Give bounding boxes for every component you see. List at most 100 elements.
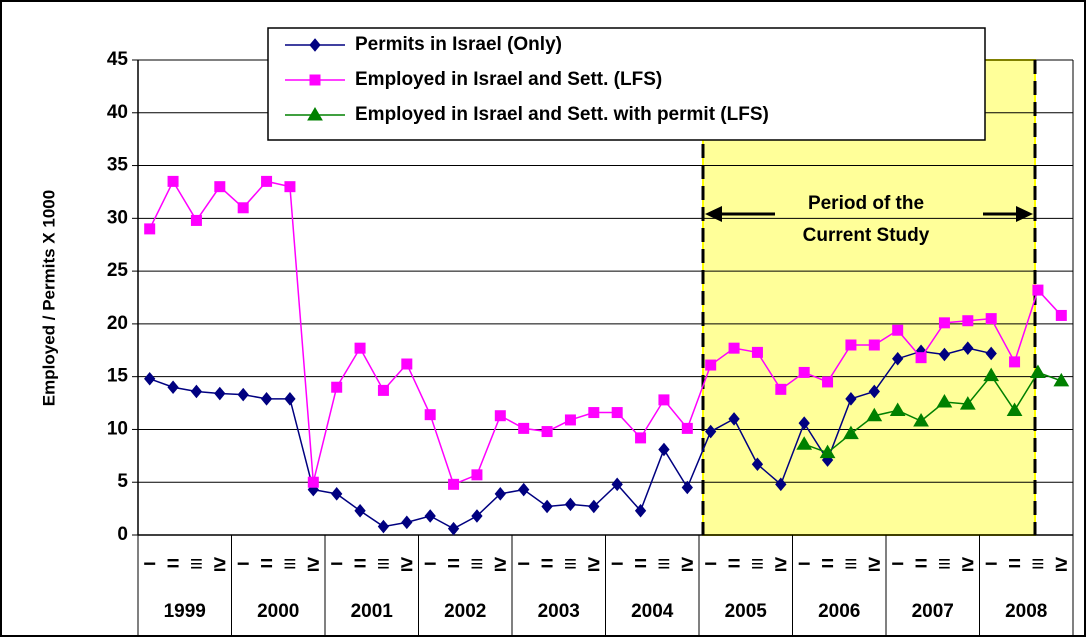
year-label: 1999 — [164, 601, 206, 622]
x-tick-label: − — [611, 551, 624, 576]
marker — [866, 407, 883, 422]
marker — [985, 346, 997, 361]
marker — [681, 480, 693, 495]
marker — [843, 425, 859, 440]
x-tick-label: ≥ — [775, 551, 787, 576]
annotation: Period of the — [808, 193, 924, 214]
x-tick-label: = — [1008, 551, 1021, 576]
marker — [354, 342, 366, 354]
x-tick-label: ≡ — [845, 551, 858, 576]
marker — [307, 476, 319, 488]
marker — [424, 509, 436, 523]
marker — [681, 422, 693, 434]
arrow-head — [1016, 206, 1033, 222]
marker — [983, 367, 1000, 382]
marker — [868, 384, 880, 399]
marker — [167, 175, 179, 187]
y-tick-label: 25 — [107, 260, 129, 281]
marker — [377, 519, 390, 534]
marker — [237, 387, 249, 402]
marker — [938, 317, 950, 329]
marker — [819, 444, 836, 459]
marker — [1009, 356, 1021, 368]
x-tick-label: = — [354, 551, 367, 576]
marker — [611, 477, 623, 492]
y-tick-label: 10 — [107, 418, 128, 439]
marker — [564, 497, 577, 512]
year-label: 2000 — [257, 601, 299, 622]
marker — [448, 478, 460, 490]
x-tick-label: ≥ — [588, 551, 600, 576]
annotation: Current Study — [803, 225, 930, 246]
x-tick-label: = — [728, 551, 741, 576]
year-label: 2002 — [444, 601, 486, 622]
marker — [868, 339, 880, 351]
marker — [728, 342, 740, 354]
y-tick-label: 5 — [117, 471, 128, 492]
marker — [798, 416, 810, 430]
marker — [959, 396, 976, 410]
marker — [354, 503, 366, 518]
y-tick-label: 35 — [107, 155, 129, 176]
marker — [377, 384, 389, 396]
marker — [1032, 284, 1044, 296]
marker — [190, 384, 203, 399]
marker — [985, 313, 997, 325]
marker — [798, 366, 810, 378]
marker — [1006, 402, 1023, 416]
marker — [564, 414, 576, 426]
marker — [962, 341, 974, 355]
year-label: 2006 — [818, 601, 860, 622]
marker — [751, 346, 763, 358]
plot — [144, 175, 1070, 536]
x-tick-label: − — [517, 551, 530, 576]
y-tick-label: 20 — [107, 313, 128, 334]
legend — [267, 27, 986, 141]
marker — [845, 392, 857, 406]
marker — [214, 181, 226, 193]
marker — [936, 394, 953, 408]
x-tick-label: − — [143, 551, 156, 576]
x-tick-label: ≥ — [494, 551, 506, 576]
marker — [541, 426, 553, 438]
marker — [728, 412, 740, 426]
x-tick-label: ≥ — [307, 551, 319, 576]
year-label: 2001 — [351, 601, 394, 622]
year-label: 2003 — [538, 601, 580, 622]
marker — [167, 380, 179, 395]
x-tick-label: ≥ — [214, 551, 226, 576]
x-tick-label: ≥ — [962, 551, 974, 576]
marker — [471, 509, 483, 523]
grid — [132, 59, 1074, 636]
marker — [494, 487, 506, 501]
marker — [1030, 364, 1046, 378]
x-tick-label: = — [167, 551, 180, 576]
marker — [190, 214, 202, 226]
marker — [775, 383, 787, 395]
x-tick-label: = — [915, 551, 928, 576]
x-tick-label: ≥ — [401, 551, 413, 576]
x-tick-label: = — [260, 551, 273, 576]
year-label: 2004 — [631, 601, 674, 622]
y-tick-label: 40 — [107, 102, 128, 123]
x-tick-label: − — [330, 551, 343, 576]
x-tick-label: ≥ — [681, 551, 693, 576]
marker — [705, 359, 717, 371]
marker — [635, 432, 647, 444]
x-tick-label: − — [985, 551, 998, 576]
marker — [889, 402, 906, 416]
marker — [401, 515, 413, 530]
x-tick-label: ≥ — [1055, 551, 1067, 576]
marker — [1053, 372, 1070, 387]
marker — [822, 376, 834, 388]
marker — [845, 339, 857, 351]
marker — [401, 358, 413, 370]
x-tick-label: ≡ — [938, 551, 951, 576]
marker — [938, 347, 951, 362]
marker — [962, 315, 974, 327]
x-tick-label: − — [891, 551, 904, 576]
marker — [471, 469, 483, 481]
marker — [309, 74, 321, 86]
x-tick-label: ≡ — [1032, 551, 1045, 576]
marker — [331, 381, 343, 393]
